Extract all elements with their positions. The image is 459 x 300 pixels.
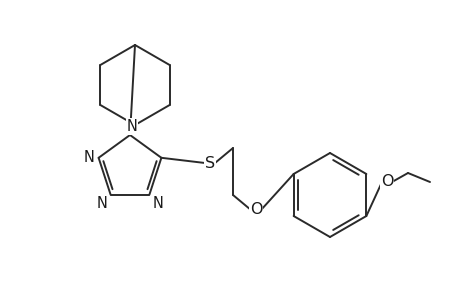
Text: N: N (84, 150, 95, 165)
Text: N: N (152, 196, 163, 211)
Text: O: O (380, 175, 392, 190)
Text: S: S (205, 155, 215, 170)
Text: N: N (96, 196, 107, 211)
Text: O: O (249, 202, 262, 217)
Text: N: N (126, 119, 137, 134)
